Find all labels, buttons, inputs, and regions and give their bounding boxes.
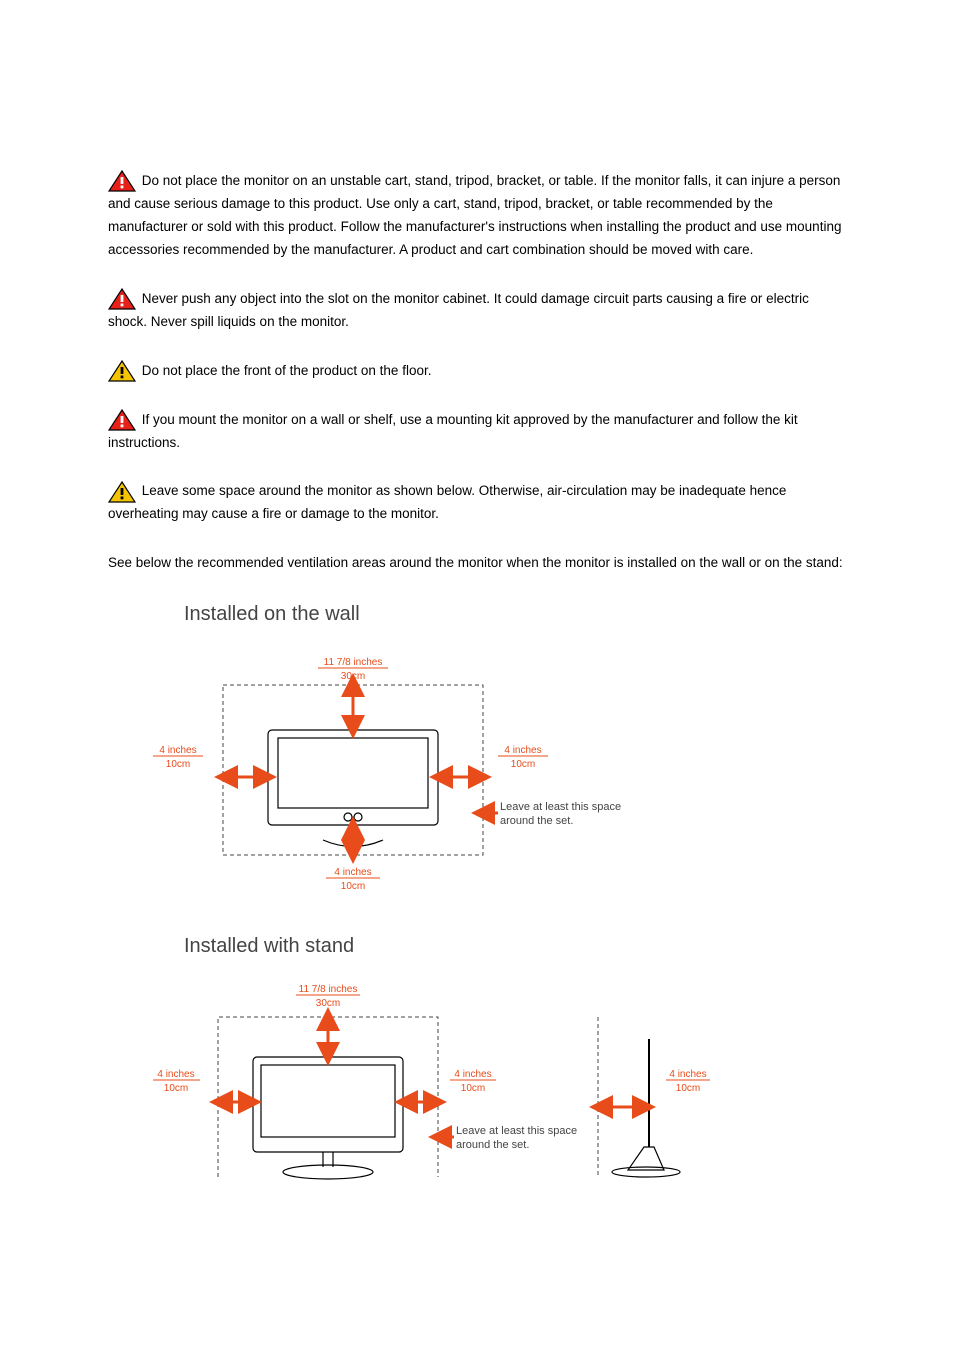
- dim-stand-side-inches: 4 inches: [669, 1069, 706, 1080]
- diagram-wall-figure: 11 7/8 inches 30cm 4 inches 10cm 4 inche…: [128, 645, 846, 905]
- dim-stand-top-inches: 11 7/8 inches: [299, 984, 358, 995]
- dim-left-cm: 10cm: [166, 759, 190, 770]
- page-content: Do not place the monitor on an unstable …: [0, 0, 954, 1271]
- dim-stand-right-cm: 10cm: [461, 1083, 485, 1094]
- warning-text: Leave some space around the monitor as s…: [108, 483, 786, 521]
- warning-text: Never push any object into the slot on t…: [108, 291, 809, 329]
- warning-item: Never push any object into the slot on t…: [108, 288, 846, 334]
- warning-triangle-yellow-icon: [108, 481, 136, 503]
- dim-stand-side-cm: 10cm: [676, 1083, 700, 1094]
- warning-text: Do not place the front of the product on…: [142, 363, 432, 378]
- dim-left-inches: 4 inches: [159, 745, 196, 756]
- dim-right-cm: 10cm: [511, 759, 535, 770]
- dim-stand-left-inches: 4 inches: [157, 1069, 194, 1080]
- warning-triangle-red-icon: [108, 170, 136, 192]
- dim-right-inches: 4 inches: [504, 745, 541, 756]
- dim-top-inches: 11 7/8 inches: [324, 657, 383, 668]
- dim-bottom-inches: 4 inches: [334, 867, 371, 878]
- diagram-stand-title: Installed with stand: [184, 929, 846, 963]
- dim-stand-left-cm: 10cm: [164, 1083, 188, 1094]
- warning-triangle-red-icon: [108, 409, 136, 431]
- diagram-wall-title: Installed on the wall: [184, 597, 846, 631]
- warning-item: Do not place the front of the product on…: [108, 360, 846, 383]
- diagram-wall: Installed on the wall: [108, 597, 846, 905]
- dim-bottom-cm: 10cm: [341, 881, 365, 892]
- diagram-note-line1: Leave at least this space: [500, 801, 621, 813]
- dim-stand-right-inches: 4 inches: [454, 1069, 491, 1080]
- warning-triangle-yellow-icon: [108, 360, 136, 382]
- diagram-stand-note-line1: Leave at least this space: [456, 1125, 577, 1137]
- warning-item: Do not place the monitor on an unstable …: [108, 170, 846, 262]
- warning-text: If you mount the monitor on a wall or sh…: [108, 412, 798, 450]
- dim-top-cm: 30cm: [341, 671, 365, 682]
- diagram-stand: Installed with stand: [108, 929, 846, 1187]
- warning-triangle-red-icon: [108, 288, 136, 310]
- diagram-stand-note-line2: around the set.: [456, 1139, 529, 1151]
- diagram-note-line2: around the set.: [500, 815, 573, 827]
- warning-item: If you mount the monitor on a wall or sh…: [108, 409, 846, 455]
- warning-item: Leave some space around the monitor as s…: [108, 480, 846, 526]
- diagram-stand-figure: 11 7/8 inches 30cm 4 inches 10cm 4 inche…: [128, 977, 846, 1187]
- lead-paragraph: See below the recommended ventilation ar…: [108, 552, 846, 575]
- warning-text: Do not place the monitor on an unstable …: [108, 173, 841, 257]
- dim-stand-top-cm: 30cm: [316, 998, 340, 1009]
